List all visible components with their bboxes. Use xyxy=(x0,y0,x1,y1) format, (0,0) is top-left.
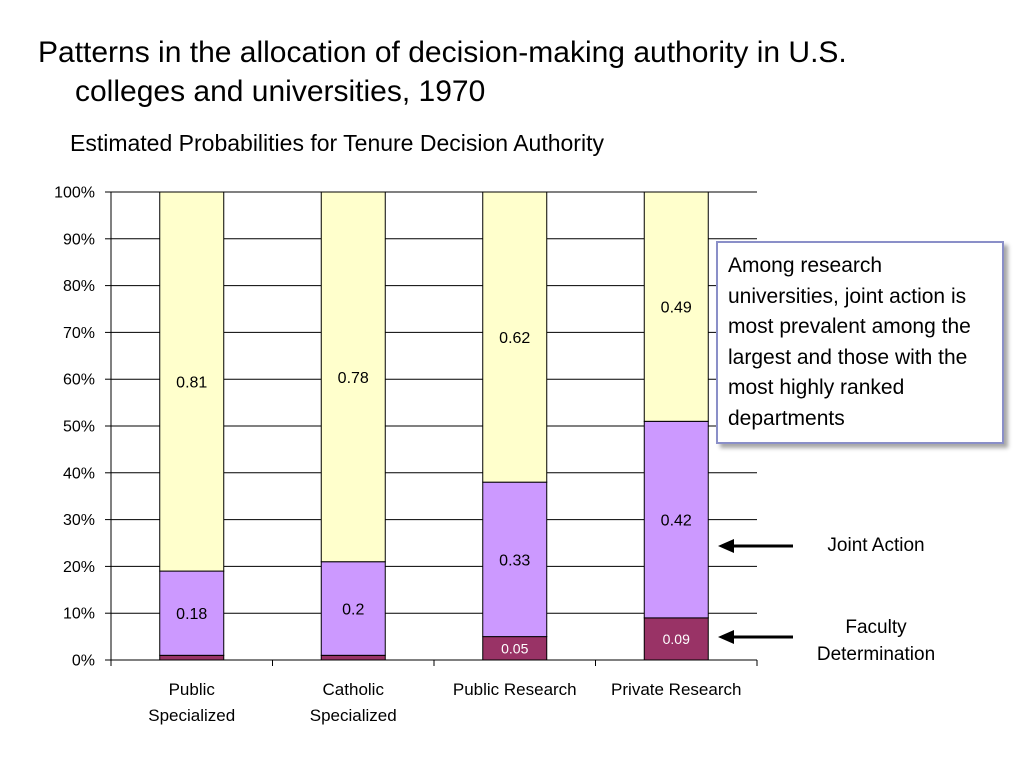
data-label: 0.2 xyxy=(342,602,364,619)
bar-segment-faculty xyxy=(159,654,225,661)
bar-segment-other xyxy=(159,191,225,572)
bar-segment-joint xyxy=(482,481,548,638)
bar-segment-other xyxy=(320,191,386,563)
y-tick-label: 50% xyxy=(63,419,95,436)
category-label: Private Research xyxy=(611,680,741,699)
axes: 0% 10% 20% 30% 40% 50% 60% 70% 80% 90% 100% Public S… xyxy=(54,185,758,725)
bar-segment-faculty xyxy=(320,654,386,661)
data-label: 0.18 xyxy=(176,606,207,623)
faculty-determination-annotation: Faculty Determination xyxy=(796,614,956,668)
y-tick-label: 10% xyxy=(63,606,95,623)
callout-text: Among research universities, joint actio… xyxy=(728,254,971,430)
slide-title-line-1: Patterns in the allocation of decision-m… xyxy=(38,36,847,69)
category-label: Catholic xyxy=(323,680,385,699)
joint-action-label: Joint Action xyxy=(827,535,925,556)
data-label: 0.81 xyxy=(176,375,207,392)
bar-segment-other xyxy=(482,191,548,483)
y-tick-label: 40% xyxy=(63,465,95,482)
data-label: 0.05 xyxy=(501,640,528,656)
category-label: Public Research xyxy=(453,680,577,699)
y-tick-label: 70% xyxy=(63,325,95,342)
category-label: Public xyxy=(169,680,216,699)
faculty-arrow-head xyxy=(718,630,734,644)
joint-action-arrow-head xyxy=(718,539,734,553)
chart-title: Estimated Probabilities for Tenure Decis… xyxy=(70,130,604,156)
y-tick-label: 90% xyxy=(63,231,95,248)
category-label: Specialized xyxy=(148,706,235,725)
y-tick-label: 100% xyxy=(54,185,95,202)
callout-box: Among research universities, joint actio… xyxy=(716,241,1004,444)
category-label: Specialized xyxy=(310,706,397,725)
y-tick-label: 60% xyxy=(63,372,95,389)
slide-title: Patterns in the allocation of decision-m… xyxy=(38,33,998,111)
y-tick-label: 30% xyxy=(63,512,95,529)
bars xyxy=(159,191,709,661)
y-tick-label: 80% xyxy=(63,278,95,295)
data-label: 0.62 xyxy=(499,330,530,347)
data-label: 0.49 xyxy=(661,300,692,317)
data-label: 0.09 xyxy=(663,631,690,647)
faculty-label-line-1: Faculty xyxy=(845,617,907,638)
joint-action-annotation: Joint Action xyxy=(806,532,946,559)
y-tick-label: 0% xyxy=(72,653,95,670)
data-labels: 0.18 0.81 0.2 0.78 0.05 0.33 0.62 0.09 0.42 0.49 xyxy=(176,300,692,657)
faculty-label-line-2: Determination xyxy=(816,644,936,665)
bar-segment-other xyxy=(643,191,709,422)
bar-segment-faculty xyxy=(643,617,709,661)
y-tick-label: 20% xyxy=(63,559,95,576)
data-label: 0.42 xyxy=(661,513,692,530)
bar-segment-joint xyxy=(643,420,709,619)
data-label: 0.33 xyxy=(499,552,530,569)
slide-title-line-2: colleges and universities, 1970 xyxy=(75,75,486,108)
arrows xyxy=(718,539,793,644)
bar-segment-joint xyxy=(320,561,386,656)
data-label: 0.78 xyxy=(338,370,369,387)
